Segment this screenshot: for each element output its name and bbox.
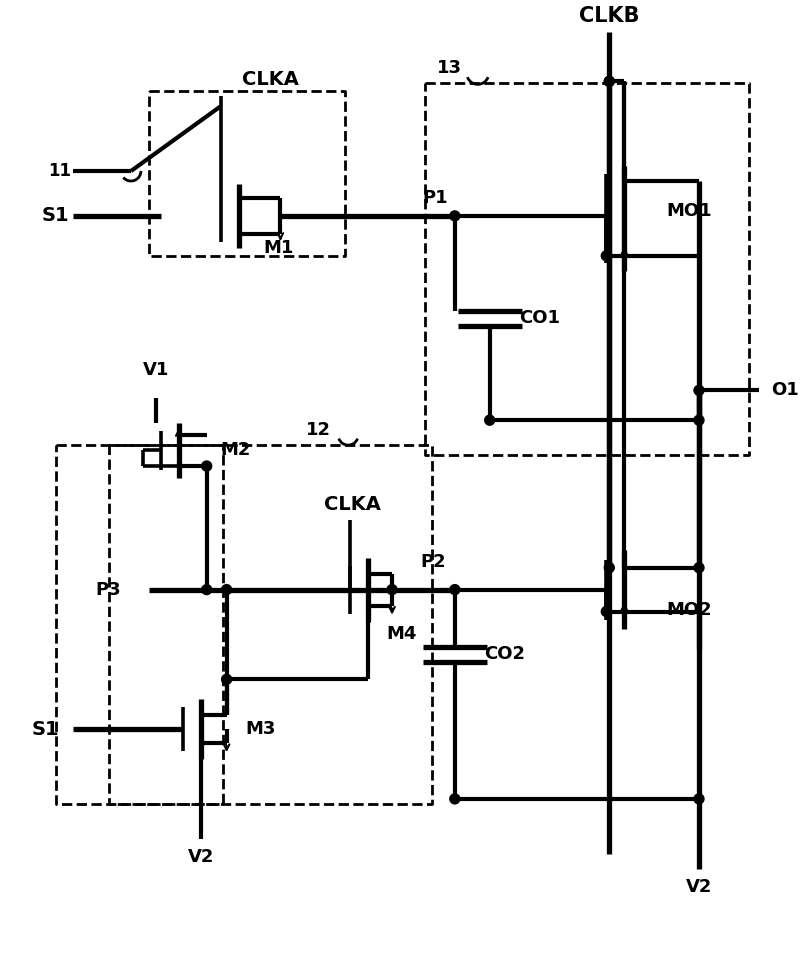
Text: S1: S1 — [32, 720, 59, 738]
Text: 13: 13 — [438, 59, 463, 77]
Circle shape — [601, 606, 612, 617]
Text: CLKA: CLKA — [242, 70, 299, 89]
Circle shape — [201, 461, 212, 471]
Text: MO1: MO1 — [666, 202, 712, 220]
Text: CLKA: CLKA — [324, 496, 380, 515]
Circle shape — [222, 584, 231, 595]
Circle shape — [450, 794, 460, 804]
Text: M4: M4 — [387, 626, 417, 644]
Text: M1: M1 — [263, 239, 294, 257]
Text: O1: O1 — [771, 381, 798, 399]
Circle shape — [694, 562, 704, 573]
Text: CLKB: CLKB — [579, 6, 640, 26]
Text: CO2: CO2 — [484, 646, 525, 664]
Text: M3: M3 — [245, 720, 276, 738]
Text: 12: 12 — [306, 421, 331, 439]
Circle shape — [604, 76, 614, 86]
Text: 11: 11 — [48, 162, 70, 180]
Text: S1: S1 — [41, 206, 69, 225]
Circle shape — [387, 584, 397, 595]
Circle shape — [604, 76, 614, 86]
Circle shape — [450, 211, 460, 221]
Text: CO1: CO1 — [519, 308, 560, 327]
Circle shape — [222, 674, 231, 685]
Circle shape — [485, 415, 494, 425]
Circle shape — [694, 385, 704, 395]
Circle shape — [601, 251, 612, 261]
Text: P1: P1 — [422, 189, 447, 207]
Text: V2: V2 — [188, 848, 214, 865]
Text: MO2: MO2 — [666, 601, 712, 619]
Circle shape — [450, 584, 460, 595]
Text: V1: V1 — [142, 361, 169, 379]
Circle shape — [694, 415, 704, 425]
Text: P2: P2 — [420, 553, 446, 571]
Text: M2: M2 — [220, 441, 251, 459]
Circle shape — [201, 584, 212, 595]
Circle shape — [604, 562, 614, 573]
Text: P3: P3 — [95, 581, 121, 599]
Text: V2: V2 — [686, 878, 712, 896]
Circle shape — [694, 794, 704, 804]
